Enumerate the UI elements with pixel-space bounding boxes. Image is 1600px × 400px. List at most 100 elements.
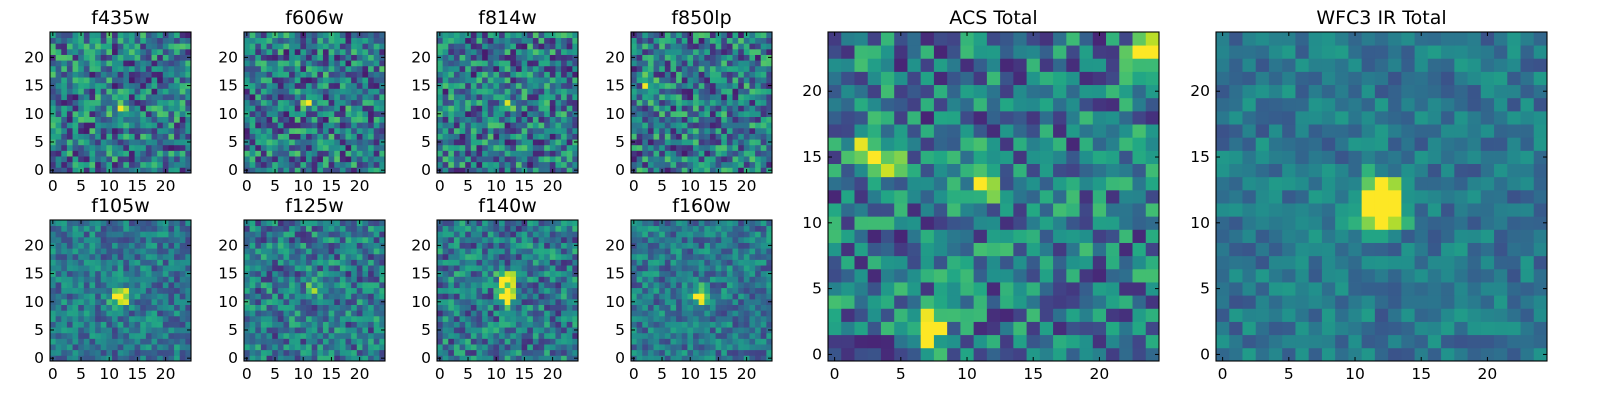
- heatmap-cell: [255, 236, 262, 243]
- heatmap-cell: [179, 88, 186, 95]
- heatmap-cell: [555, 349, 562, 356]
- heatmap-cell: [373, 77, 380, 84]
- heatmap-cell: [572, 32, 579, 39]
- heatmap-cell: [283, 71, 290, 78]
- heatmap-cell: [504, 298, 511, 305]
- heatmap-cell: [72, 43, 79, 50]
- heatmap-cell: [255, 310, 262, 317]
- heatmap-cell: [453, 71, 460, 78]
- heatmap-cell: [294, 161, 301, 168]
- heatmap-cell: [356, 105, 363, 112]
- heatmap-cell: [676, 71, 683, 78]
- heatmap-cell: [55, 122, 62, 129]
- heatmap-cell: [78, 242, 85, 249]
- heatmap-cell: [260, 32, 267, 39]
- heatmap-cell: [339, 32, 346, 39]
- heatmap-cell: [151, 355, 158, 362]
- heatmap-cell: [544, 60, 551, 67]
- heatmap-cell: [555, 327, 562, 334]
- heatmap-cell: [289, 94, 296, 101]
- heatmap-cell: [345, 110, 352, 117]
- heatmap-cell: [294, 276, 301, 283]
- heatmap-cell: [642, 321, 649, 328]
- heatmap-cell: [515, 167, 522, 174]
- heatmap-cell: [527, 344, 534, 351]
- heatmap-cell: [356, 54, 363, 61]
- heatmap-cell: [300, 298, 307, 305]
- heatmap-cell: [294, 332, 301, 339]
- heatmap-cell: [334, 338, 341, 345]
- heatmap-cell: [168, 71, 175, 78]
- heatmap-cell: [510, 127, 517, 134]
- heatmap-cell: [322, 304, 329, 311]
- heatmap-cell: [117, 94, 124, 101]
- heatmap-cell: [145, 161, 152, 168]
- heatmap-cell: [123, 116, 130, 123]
- heatmap-cell: [260, 276, 267, 283]
- heatmap-cell: [527, 127, 534, 134]
- heatmap-cell: [715, 144, 722, 151]
- heatmap-cell: [476, 133, 483, 140]
- heatmap-cell: [373, 293, 380, 300]
- heatmap-cell: [351, 253, 358, 260]
- heatmap-cell: [527, 315, 534, 322]
- heatmap-cell: [50, 304, 57, 311]
- heatmap-cell: [532, 315, 539, 322]
- heatmap-cell: [709, 48, 716, 55]
- heatmap-cell: [260, 43, 267, 50]
- heatmap-cell: [561, 99, 568, 106]
- heatmap-cell: [61, 225, 68, 232]
- heatmap-cell: [266, 332, 273, 339]
- heatmap-cell: [78, 321, 85, 328]
- heatmap-cell: [544, 231, 551, 238]
- heatmap-cell: [755, 37, 762, 44]
- heatmap-cell: [362, 156, 369, 163]
- heatmap-cell: [566, 105, 573, 112]
- heatmap-cell: [339, 332, 346, 339]
- heatmap-cell: [636, 304, 643, 311]
- heatmap-cell: [145, 332, 152, 339]
- heatmap-cell: [676, 161, 683, 168]
- heatmap-cell: [66, 253, 73, 260]
- heatmap-cell: [162, 310, 169, 317]
- heatmap-cell: [676, 270, 683, 277]
- heatmap-cell: [749, 304, 756, 311]
- heatmap-cell: [134, 37, 141, 44]
- heatmap-cell: [504, 327, 511, 334]
- heatmap-cell: [89, 282, 96, 289]
- heatmap-cell: [78, 338, 85, 345]
- heatmap-cell: [721, 110, 728, 117]
- heatmap-cell: [162, 65, 169, 72]
- heatmap-cell: [482, 65, 489, 72]
- heatmap-cell: [561, 127, 568, 134]
- heatmap-cell: [379, 37, 386, 44]
- heatmap-cell: [106, 304, 113, 311]
- heatmap-cell: [157, 327, 164, 334]
- heatmap-cell: [134, 253, 141, 260]
- heatmap-cell: [162, 54, 169, 61]
- heatmap-cell: [179, 54, 186, 61]
- heatmap-cell: [78, 327, 85, 334]
- heatmap-cell: [306, 287, 313, 294]
- heatmap-cell: [379, 122, 386, 129]
- heatmap-cell: [715, 304, 722, 311]
- heatmap-cell: [50, 48, 57, 55]
- heatmap-cell: [339, 105, 346, 112]
- heatmap-cell: [465, 248, 472, 255]
- heatmap-cell: [100, 99, 107, 106]
- heatmap-cell: [162, 248, 169, 255]
- heatmap-cell: [78, 236, 85, 243]
- heatmap-cell: [459, 248, 466, 255]
- heatmap-cell: [437, 94, 444, 101]
- heatmap-cell: [566, 32, 573, 39]
- heatmap-cell: [145, 265, 152, 272]
- heatmap-cell: [721, 150, 728, 157]
- heatmap-cell: [538, 287, 545, 294]
- heatmap-cell: [687, 133, 694, 140]
- heatmap-cell: [726, 32, 733, 39]
- heatmap-cell: [755, 65, 762, 72]
- heatmap-cell: [66, 150, 73, 157]
- heatmap-cell: [339, 321, 346, 328]
- heatmap-cell: [664, 71, 671, 78]
- heatmap-cell: [128, 315, 135, 322]
